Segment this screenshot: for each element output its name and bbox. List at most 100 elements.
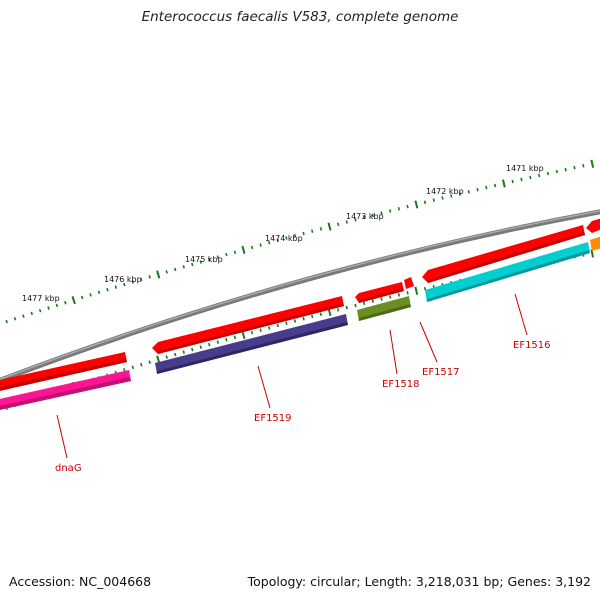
- ruler-minor-tick: [225, 252, 228, 257]
- ruler-minor-tick: [485, 185, 488, 190]
- gene-bar-EF1518[interactable]: [357, 296, 411, 321]
- ruler-minor-tick: [80, 295, 84, 300]
- ruler-minor-tick: [55, 303, 59, 308]
- gene-bar-EF1519[interactable]: [155, 314, 348, 374]
- ruler-minor-tick: [47, 306, 50, 310]
- ruler-major-tick: [414, 200, 419, 209]
- ruler-minor-tick: [89, 293, 92, 297]
- ruler-minor-tick: [362, 215, 366, 220]
- ruler-minor-tick: [380, 211, 383, 215]
- ruler-minor-tick: [441, 196, 444, 200]
- ruler-minor-tick: [476, 187, 479, 192]
- ruler-minor-tick: [106, 287, 109, 292]
- gene-label-EF1516[interactable]: EF1516: [513, 340, 551, 351]
- ruler-minor-tick: [520, 177, 523, 182]
- ruler-minor-tick: [293, 234, 297, 238]
- ruler-minor-tick: [397, 293, 401, 297]
- gene-label-dnaG[interactable]: dnaG: [55, 463, 82, 474]
- ruler-minor-tick: [123, 282, 126, 287]
- ruler-minor-tick: [406, 204, 409, 209]
- ruler-minor-tick: [458, 192, 462, 196]
- gene-bar-EF1516[interactable]: [425, 242, 590, 302]
- ruler-minor-tick: [546, 171, 550, 176]
- ruler-major-tick: [241, 330, 246, 340]
- ruler-minor-tick: [199, 260, 202, 264]
- ruler-major-tick: [71, 295, 76, 305]
- ruler-minor-tick: [259, 243, 262, 247]
- cds-arrow-1[interactable]: [0, 352, 127, 392]
- ruler-minor-tick: [191, 262, 194, 267]
- ruler-minor-tick: [22, 314, 25, 318]
- cds-arrow-4[interactable]: [404, 277, 414, 289]
- genome-backbone: [0, 209, 600, 384]
- ruler-minor-tick: [174, 267, 177, 272]
- ruler-minor-tick: [389, 295, 392, 299]
- leader-line-EF1519: [257, 365, 271, 409]
- ruler-minor-tick: [450, 194, 453, 198]
- ruler-minor-tick: [406, 291, 409, 295]
- ruler-minor-tick: [191, 347, 194, 352]
- ruler-minor-tick: [216, 340, 220, 344]
- ruler-minor-tick: [64, 300, 67, 305]
- ruler-minor-tick: [345, 305, 348, 310]
- ruler-minor-tick: [276, 238, 279, 243]
- ruler-minor-tick: [250, 330, 254, 335]
- ruler-minor-tick: [148, 360, 151, 364]
- leader-line-dnaG: [56, 414, 68, 459]
- cds-arrow-2[interactable]: [152, 296, 344, 354]
- genome-summary-text: Topology: circular; Length: 3,218,031 bp…: [247, 574, 591, 589]
- gene-label-EF1519[interactable]: EF1519: [254, 413, 292, 424]
- gene-bar-orange[interactable]: [590, 236, 600, 251]
- ruler-minor-tick: [259, 328, 262, 332]
- ruler-minor-tick: [97, 290, 101, 295]
- ruler-minor-tick: [573, 165, 576, 170]
- ruler-minor-tick: [140, 277, 143, 282]
- ruler-major-tick: [502, 179, 506, 188]
- leader-line-EF1517: [419, 321, 438, 363]
- ruler-minor-tick: [173, 352, 177, 357]
- ruler-minor-tick: [233, 335, 237, 340]
- ruler-minor-tick: [423, 200, 427, 205]
- ruler-minor-tick: [268, 326, 271, 330]
- ruler-minor-tick: [380, 297, 383, 301]
- ruler-minor-tick: [293, 319, 297, 323]
- ruler-minor-tick: [268, 241, 271, 245]
- ruler-label-1474: 1474 kbp: [265, 234, 303, 243]
- ruler-minor-tick: [225, 337, 228, 342]
- accession-text: Accession: NC_004668: [9, 574, 152, 589]
- ruler-minor-tick: [493, 183, 497, 188]
- ruler-minor-tick: [467, 190, 470, 194]
- gene-label-EF1518[interactable]: EF1518: [382, 379, 420, 390]
- ruler-minor-tick: [131, 365, 135, 370]
- ruler-minor-tick: [371, 213, 374, 218]
- ruler-minor-tick: [165, 355, 168, 359]
- ruler-minor-tick: [233, 250, 237, 254]
- ruler-minor-tick: [538, 173, 541, 178]
- ruler-minor-tick: [250, 245, 254, 250]
- leader-line-EF1518: [389, 329, 398, 375]
- gene-bar-dnaG[interactable]: [0, 370, 131, 411]
- ruler-minor-tick: [216, 255, 219, 259]
- ruler-minor-tick: [182, 350, 185, 354]
- ruler-minor-tick: [389, 209, 392, 213]
- cds-arrow-5[interactable]: [422, 225, 585, 283]
- ruler-minor-tick: [285, 321, 288, 325]
- ruler-major-tick: [327, 222, 332, 231]
- cds-arrow-3[interactable]: [355, 282, 404, 303]
- ruler-minor-tick: [208, 342, 211, 347]
- ruler-minor-tick: [276, 323, 279, 328]
- ruler-label-1477: 1477 kbp: [22, 294, 60, 303]
- ruler-minor-tick: [165, 270, 168, 274]
- ruler-minor-tick: [432, 198, 435, 202]
- ruler-minor-tick: [38, 308, 42, 313]
- ruler-minor-tick: [337, 308, 340, 312]
- ruler-minor-tick: [345, 220, 348, 224]
- leader-line-EF1516: [514, 293, 528, 336]
- map-title: Enterococcus faecalis V583, complete gen…: [141, 9, 459, 25]
- ruler-minor-tick: [582, 164, 585, 168]
- cds-arrow-6[interactable]: [586, 218, 600, 233]
- gene-label-EF1517[interactable]: EF1517: [422, 367, 460, 378]
- ruler-minor-tick: [114, 285, 118, 289]
- genome-backbone-highlight: [0, 210, 600, 380]
